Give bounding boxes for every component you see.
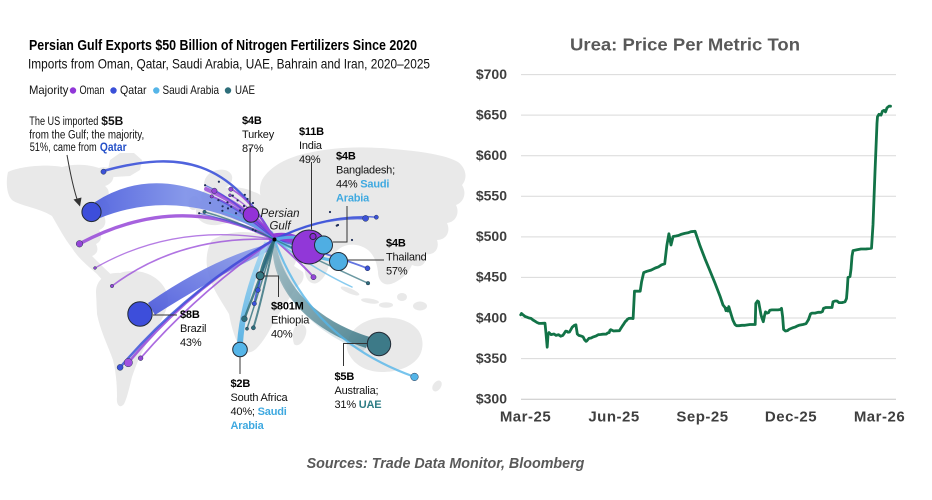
svg-text:$500: $500	[476, 228, 507, 244]
svg-text:Turkey: Turkey	[242, 129, 275, 141]
svg-text:$600: $600	[476, 147, 507, 163]
svg-text:$300: $300	[476, 391, 507, 407]
svg-text:$4B: $4B	[386, 238, 406, 250]
svg-text:Qatar: Qatar	[120, 83, 147, 97]
svg-text:Arabia: Arabia	[231, 420, 265, 432]
svg-text:Qatar: Qatar	[100, 142, 127, 154]
svg-text:Dec-25: Dec-25	[765, 409, 817, 426]
svg-text:$550: $550	[476, 188, 507, 204]
svg-text:43%: 43%	[180, 337, 202, 349]
svg-text:$5B: $5B	[335, 371, 355, 383]
svg-text:Persian: Persian	[261, 208, 300, 220]
svg-text:$450: $450	[476, 269, 507, 285]
svg-text:Oman: Oman	[80, 83, 105, 97]
svg-text:$5B: $5B	[101, 116, 123, 128]
svg-text:Sep-25: Sep-25	[676, 409, 728, 426]
svg-text:India: India	[299, 140, 323, 152]
svg-text:$4B: $4B	[336, 151, 356, 163]
svg-text:Mar-26: Mar-26	[854, 409, 905, 426]
svg-text:Gulf: Gulf	[269, 221, 292, 233]
svg-text:Saudi Arabia: Saudi Arabia	[163, 83, 220, 97]
svg-text:87%: 87%	[242, 143, 264, 155]
svg-text:$801M: $801M	[271, 301, 304, 313]
svg-text:$2B: $2B	[231, 378, 251, 390]
svg-text:$4B: $4B	[242, 115, 262, 127]
svg-text:Urea: Price Per Metric Ton: Urea: Price Per Metric Ton	[570, 35, 800, 55]
svg-text:40%; Saudi: 40%; Saudi	[231, 406, 287, 418]
svg-text:UAE: UAE	[235, 83, 255, 97]
svg-text:51%, came from: 51%, came from	[30, 142, 97, 154]
svg-text:57%: 57%	[386, 266, 408, 278]
svg-text:Sources: Trade Data Monitor, B: Sources: Trade Data Monitor, Bloomberg	[307, 456, 585, 472]
svg-text:from the Gulf; the majority,: from the Gulf; the majority,	[29, 129, 144, 141]
svg-text:44% Saudi: 44% Saudi	[336, 179, 389, 191]
svg-text:$350: $350	[476, 350, 507, 366]
svg-text:49%: 49%	[299, 154, 321, 166]
svg-text:$650: $650	[476, 106, 507, 122]
svg-text:Bangladesh;: Bangladesh;	[336, 165, 395, 177]
svg-text:Brazil: Brazil	[180, 323, 206, 335]
svg-text:Majority: Majority	[29, 83, 68, 97]
svg-text:Arabia: Arabia	[336, 193, 370, 205]
svg-text:Thailand: Thailand	[386, 252, 427, 264]
svg-text:Jun-25: Jun-25	[588, 409, 639, 426]
svg-text:The US imported: The US imported	[29, 116, 98, 128]
svg-text:Mar-25: Mar-25	[500, 409, 551, 426]
svg-text:South Africa: South Africa	[231, 392, 289, 404]
svg-text:$700: $700	[476, 66, 507, 82]
svg-text:31% UAE: 31% UAE	[335, 399, 382, 411]
svg-text:$8B: $8B	[180, 309, 200, 321]
svg-text:Persian Gulf Exports $50 Billi: Persian Gulf Exports $50 Billion of Nitr…	[29, 37, 417, 54]
svg-text:$400: $400	[476, 309, 507, 325]
svg-text:$11B: $11B	[299, 126, 324, 138]
svg-text:Imports from Oman, Qatar, Saud: Imports from Oman, Qatar, Saudi Arabia, …	[28, 56, 430, 72]
svg-text:40%: 40%	[271, 329, 293, 341]
svg-text:Australia;: Australia;	[335, 385, 379, 397]
svg-text:Ethiopia: Ethiopia	[271, 315, 310, 327]
